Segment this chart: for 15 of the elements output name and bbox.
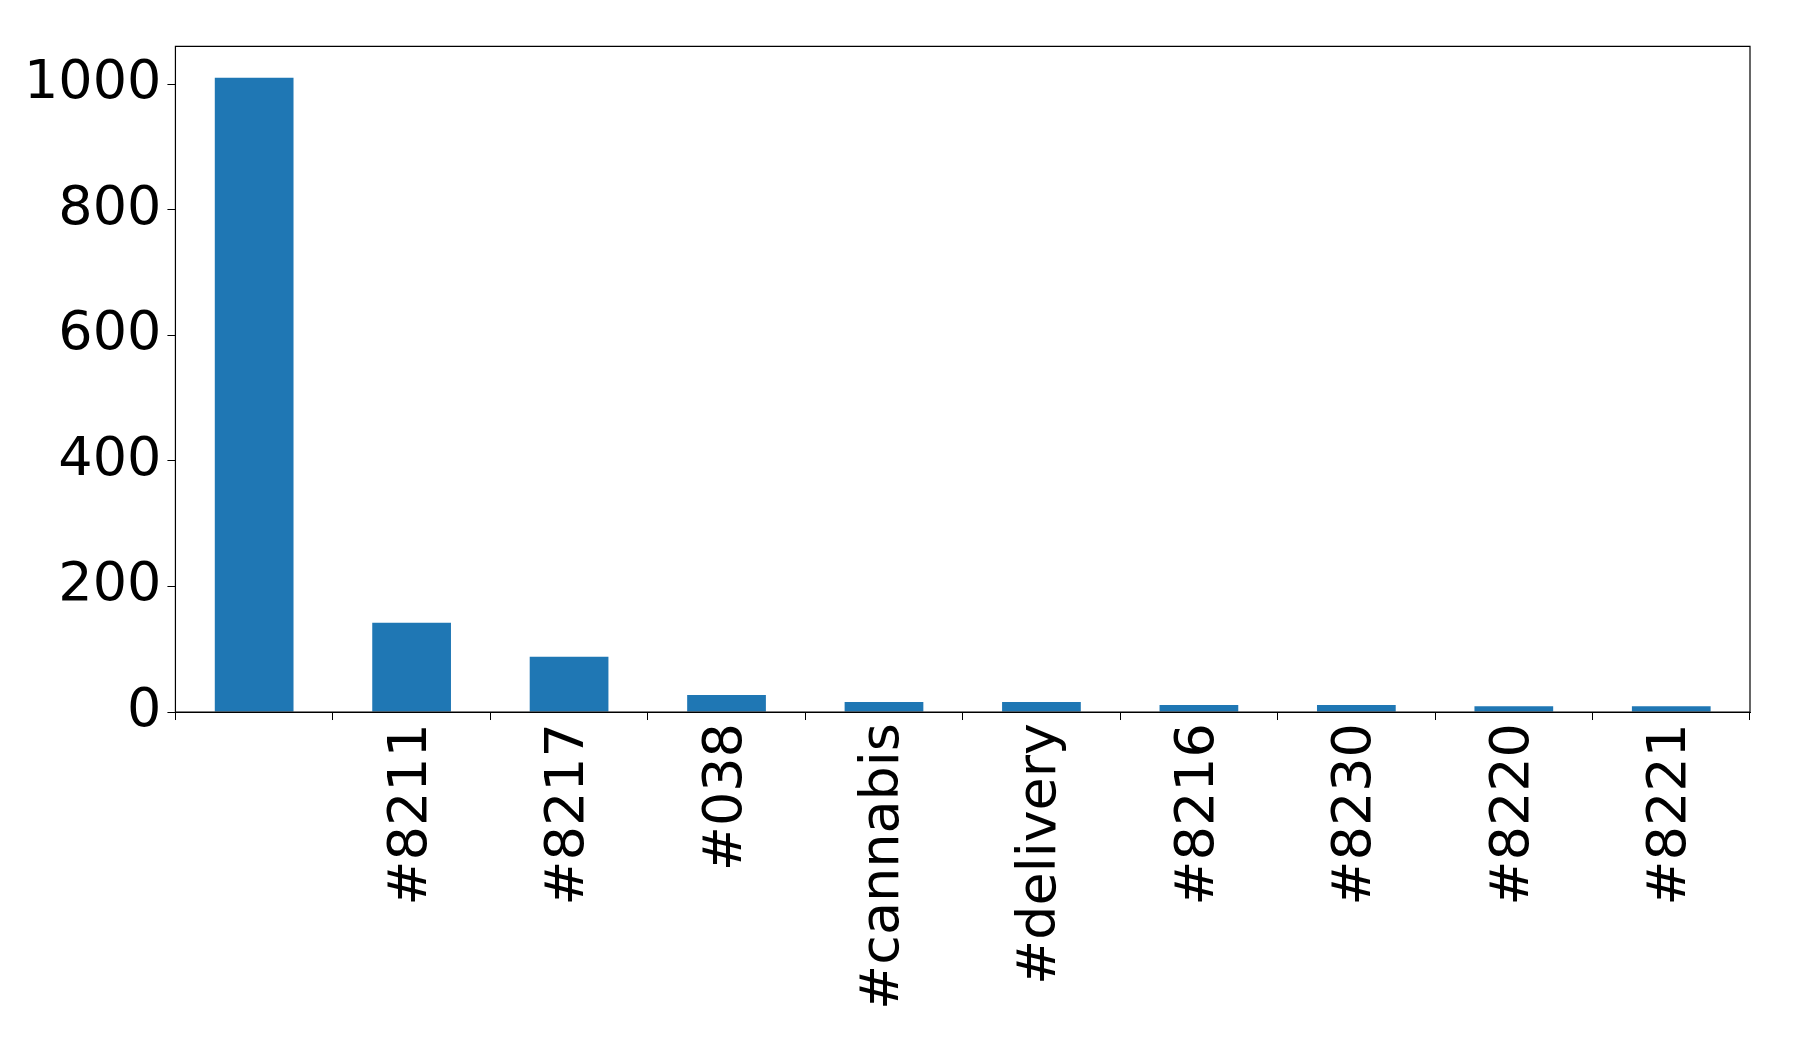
x-tick-label: #8230 bbox=[1320, 723, 1384, 906]
y-tick-label: 600 bbox=[58, 299, 162, 363]
y-tick-label: 200 bbox=[58, 550, 162, 614]
x-tick-label: #8211 bbox=[375, 723, 439, 906]
x-tick-label: #038 bbox=[690, 723, 754, 872]
x-tick-label: #8221 bbox=[1635, 723, 1699, 906]
x-tick-label: #8216 bbox=[1162, 723, 1226, 906]
x-tick-label: #delivery bbox=[1005, 723, 1069, 986]
y-tick-label: 0 bbox=[127, 676, 162, 740]
y-tick-label: 400 bbox=[58, 424, 162, 488]
y-tick-label: 800 bbox=[58, 173, 162, 237]
x-tick-label: #8220 bbox=[1477, 723, 1541, 906]
y-tick-label: 1000 bbox=[23, 48, 162, 112]
x-tick-label: #cannabis bbox=[848, 723, 912, 1010]
x-tick-label: #8217 bbox=[533, 723, 597, 906]
